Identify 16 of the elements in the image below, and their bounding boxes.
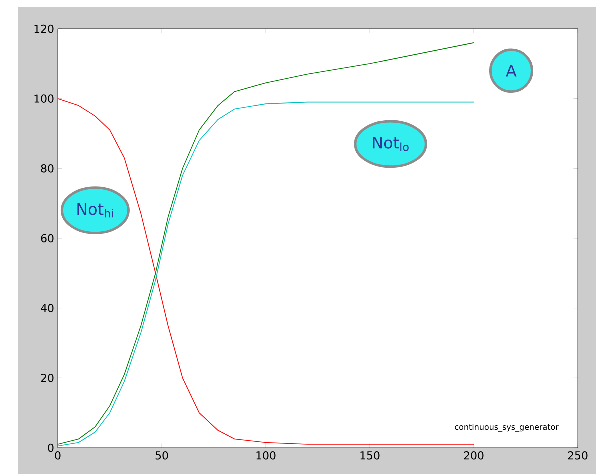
text: Not$_{lo}$ (373, 137, 409, 152)
x-tick-label: 150 (360, 452, 380, 460)
y-tick-label: 40 (41, 304, 54, 312)
text: A (506, 65, 517, 77)
y-tick-label: 80 (41, 164, 54, 173)
x-tick-label: 250 (568, 452, 588, 460)
x-tick-label: 0 (55, 452, 61, 460)
y-tick-label: 20 (41, 374, 54, 382)
y-tick-label: 100 (34, 94, 54, 103)
x-tick-label: 50 (156, 452, 168, 460)
x-tick-label: 200 (464, 452, 484, 460)
y-tick-label: 60 (41, 234, 54, 243)
series-label: Not$_{hi}$ (78, 203, 114, 218)
y-tick-label: 120 (34, 24, 54, 34)
y-tick-label: 0 (48, 444, 54, 452)
x-tick-label: 100 (256, 452, 276, 460)
